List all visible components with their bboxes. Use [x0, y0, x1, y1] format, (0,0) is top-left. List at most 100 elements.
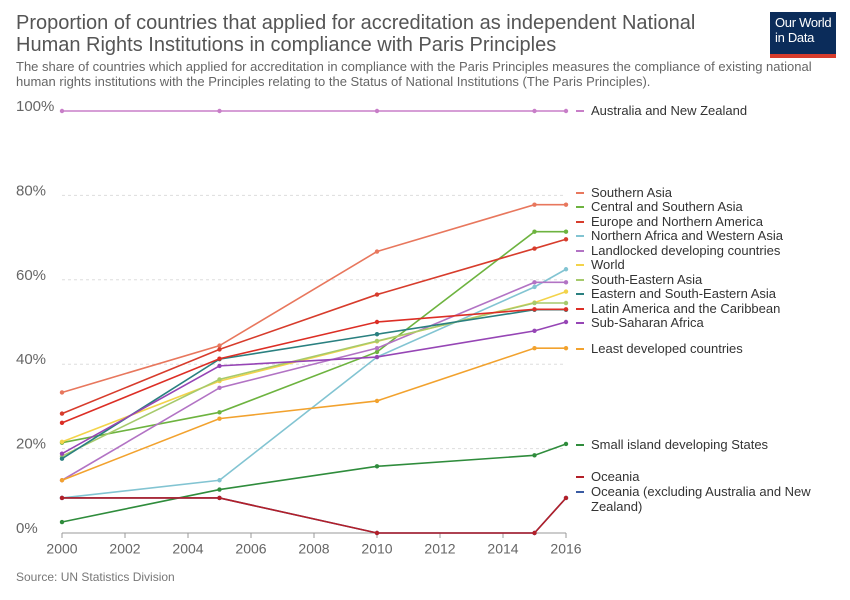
data-point — [59, 420, 65, 426]
legend-label[interactable]: Eastern and South-Eastern Asia — [591, 286, 777, 301]
x-tick-label: 2016 — [550, 541, 581, 557]
data-point — [59, 478, 65, 483]
data-point — [59, 439, 65, 445]
data-point — [217, 356, 222, 361]
data-point — [374, 108, 380, 114]
legend-label[interactable]: Sub-Saharan Africa — [591, 315, 704, 330]
data-point — [217, 347, 222, 352]
series-line — [62, 497, 567, 534]
data-point — [563, 237, 569, 242]
chart-title: Proportion of countries that applied for… — [16, 12, 696, 56]
data-point — [217, 363, 222, 369]
data-point — [217, 478, 222, 483]
data-point — [217, 385, 222, 391]
x-tick-label: 2004 — [172, 541, 203, 557]
data-point — [532, 530, 537, 536]
data-point — [532, 307, 537, 312]
data-point — [563, 300, 569, 306]
y-tick-label: 100% — [16, 98, 54, 115]
data-point — [217, 377, 222, 382]
x-tick-label: 2014 — [487, 541, 518, 557]
legend-label[interactable]: South-Eastern Asia — [591, 272, 703, 287]
data-point — [217, 495, 222, 501]
data-point — [374, 349, 380, 355]
data-point — [532, 328, 537, 334]
x-tick-label: 2002 — [109, 541, 140, 557]
series-line — [61, 302, 566, 457]
x-tick-label: 2012 — [424, 541, 455, 557]
legend-label[interactable]: Landlocked developing countries — [591, 243, 781, 258]
data-point — [374, 319, 380, 325]
data-point — [217, 487, 222, 492]
logo-text[interactable]: Our World in Data — [775, 15, 832, 45]
chart-subtitle: The share of countries which applied for… — [16, 59, 812, 89]
data-point — [217, 343, 222, 348]
series-line — [61, 347, 566, 481]
data-point — [217, 108, 222, 114]
data-point — [532, 345, 537, 351]
legend-label[interactable]: Southern Asia — [591, 185, 672, 200]
x-tick-label: 2000 — [46, 541, 77, 557]
legend-label[interactable]: Oceania — [591, 469, 640, 484]
data-point — [59, 390, 65, 395]
series-line — [61, 321, 567, 455]
data-point — [374, 464, 380, 469]
data-point — [563, 108, 569, 114]
data-point — [532, 300, 537, 306]
y-tick-label: 40% — [16, 351, 46, 368]
data-point — [563, 202, 569, 207]
data-point — [374, 249, 380, 254]
source: Source: UN Statistics Division — [16, 570, 175, 584]
data-point — [532, 284, 537, 290]
data-point — [59, 108, 65, 114]
data-point — [532, 202, 537, 207]
y-tick-label: 80% — [16, 182, 46, 199]
data-point — [374, 398, 380, 404]
data-point — [563, 229, 569, 234]
series-line — [61, 443, 567, 523]
legend-label[interactable]: Least developed countries — [591, 341, 743, 356]
data-point — [217, 410, 222, 415]
legend-label[interactable]: World — [591, 257, 625, 272]
data-point — [59, 411, 65, 416]
data-point — [563, 289, 569, 294]
legend-label[interactable]: Oceania (excluding Australia and New Zea… — [591, 484, 811, 514]
data-point — [563, 345, 569, 351]
data-point — [374, 345, 380, 351]
x-tick-label: 2006 — [235, 541, 266, 557]
legend-label[interactable]: Latin America and the Caribbean — [591, 301, 781, 316]
data-point — [563, 280, 569, 285]
data-point — [374, 530, 380, 536]
data-point — [563, 307, 569, 312]
data-point — [563, 441, 569, 447]
data-point — [374, 354, 380, 360]
data-point — [532, 229, 537, 234]
data-point — [532, 246, 537, 251]
data-point — [374, 332, 380, 337]
data-point — [563, 495, 569, 501]
y-tick-label: 20% — [16, 436, 46, 453]
data-point — [563, 319, 569, 325]
series-line — [62, 497, 567, 534]
data-point — [217, 416, 222, 421]
data-point — [532, 280, 537, 285]
data-point — [59, 456, 65, 461]
y-tick-label: 60% — [16, 267, 46, 284]
data-point — [374, 338, 380, 344]
logo[interactable]: Our World in Data — [770, 12, 836, 58]
data-point — [532, 108, 537, 114]
data-point — [374, 292, 380, 297]
data-point — [59, 519, 65, 525]
legend-label[interactable]: Small island developing States — [591, 437, 769, 452]
data-point — [532, 453, 537, 458]
legend-label[interactable]: Central and Southern Asia — [591, 199, 743, 214]
data-point — [59, 495, 65, 501]
x-tick-label: 2008 — [298, 541, 329, 557]
data-point — [563, 267, 569, 272]
legend-label[interactable]: Europe and Northern America — [591, 214, 763, 229]
legend-label[interactable]: Northern Africa and Western Asia — [591, 228, 783, 243]
legend-label[interactable]: Australia and New Zealand — [591, 103, 748, 118]
y-tick-label: 0% — [16, 520, 38, 537]
